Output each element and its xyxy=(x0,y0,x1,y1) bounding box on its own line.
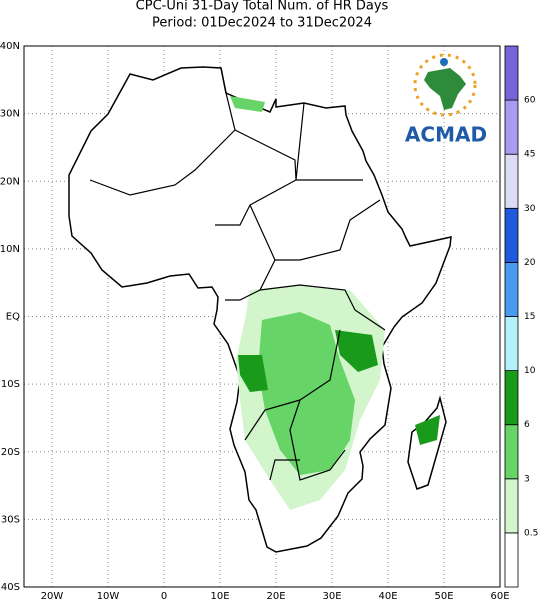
lat-tick-label: 20S xyxy=(1,447,20,458)
lon-tick-label: 20W xyxy=(41,591,64,600)
border xyxy=(89,67,386,481)
colorbar-label: 20 xyxy=(524,258,536,268)
logo: ACMAD xyxy=(405,53,487,147)
subtitle: Period: 01Dec2024 to 31Dec2024 xyxy=(152,16,372,31)
title: CPC-Uni 31-Day Total Num. of HR Days xyxy=(136,0,389,14)
colorbar-segment xyxy=(504,45,519,101)
colorbar-label: 15 xyxy=(524,312,535,322)
lon-tick-label: 30E xyxy=(322,591,341,600)
lat-tick-label: EQ xyxy=(6,312,20,323)
lon-tick-label: 0 xyxy=(161,591,167,600)
colorbar-segment xyxy=(504,99,519,155)
lat-tick-label: 20N xyxy=(0,176,20,187)
colorbar-segment xyxy=(504,153,519,209)
lon-tick-label: 20E xyxy=(266,591,285,600)
colorbar-segment xyxy=(504,316,519,371)
patch-dark xyxy=(335,330,378,372)
lon-tick-label: 10E xyxy=(210,591,229,600)
map-frame xyxy=(23,45,501,588)
colorbar-label: 3 xyxy=(524,474,530,484)
lon-tick-label: 50E xyxy=(434,591,453,600)
patch-dark xyxy=(415,415,440,445)
colorbar-segment xyxy=(504,207,519,263)
colorbar-segment xyxy=(504,261,519,317)
logo-text: ACMAD xyxy=(405,123,487,147)
colorbar-segment xyxy=(504,532,519,588)
colorbar-label: 60 xyxy=(524,96,536,106)
lat-tick-label: 30N xyxy=(0,109,20,120)
colorbar-label: 30 xyxy=(524,204,536,214)
colorbar-label: 10 xyxy=(524,366,536,376)
colorbar-segment xyxy=(504,478,519,534)
patch-mid xyxy=(230,96,265,112)
lat-tick-label: 30S xyxy=(1,514,20,525)
colorbar-label: 45 xyxy=(524,150,535,160)
colorbar-label: 6 xyxy=(524,420,530,430)
lon-tick-label: 10W xyxy=(97,591,120,600)
lat-tick-label: 10S xyxy=(1,379,20,390)
colorbar-segment xyxy=(504,424,519,480)
lat-tick-label: 10N xyxy=(0,244,20,255)
lat-tick-label: 40S xyxy=(1,582,20,593)
colorbar: 0.5 3 6 10 15 20 30 45 60 xyxy=(504,45,538,588)
colorbar-label: 0.5 xyxy=(524,528,538,538)
patch-dark xyxy=(238,355,268,392)
logo-africa xyxy=(424,68,466,110)
borders xyxy=(89,67,386,481)
patch-mid xyxy=(258,312,355,475)
lat-tick-label: 40N xyxy=(0,41,20,52)
madagascar xyxy=(407,395,447,490)
lon-tick-label: 60E xyxy=(490,591,509,600)
lon-tick-label: 40E xyxy=(378,591,397,600)
rain-patches xyxy=(230,96,440,510)
colorbar-segment xyxy=(504,370,519,426)
axes: 20W 10W 0 10E 20E 30E 40E 50E 60E 40N 30N 20N 10N EQ 1… xyxy=(0,41,510,602)
